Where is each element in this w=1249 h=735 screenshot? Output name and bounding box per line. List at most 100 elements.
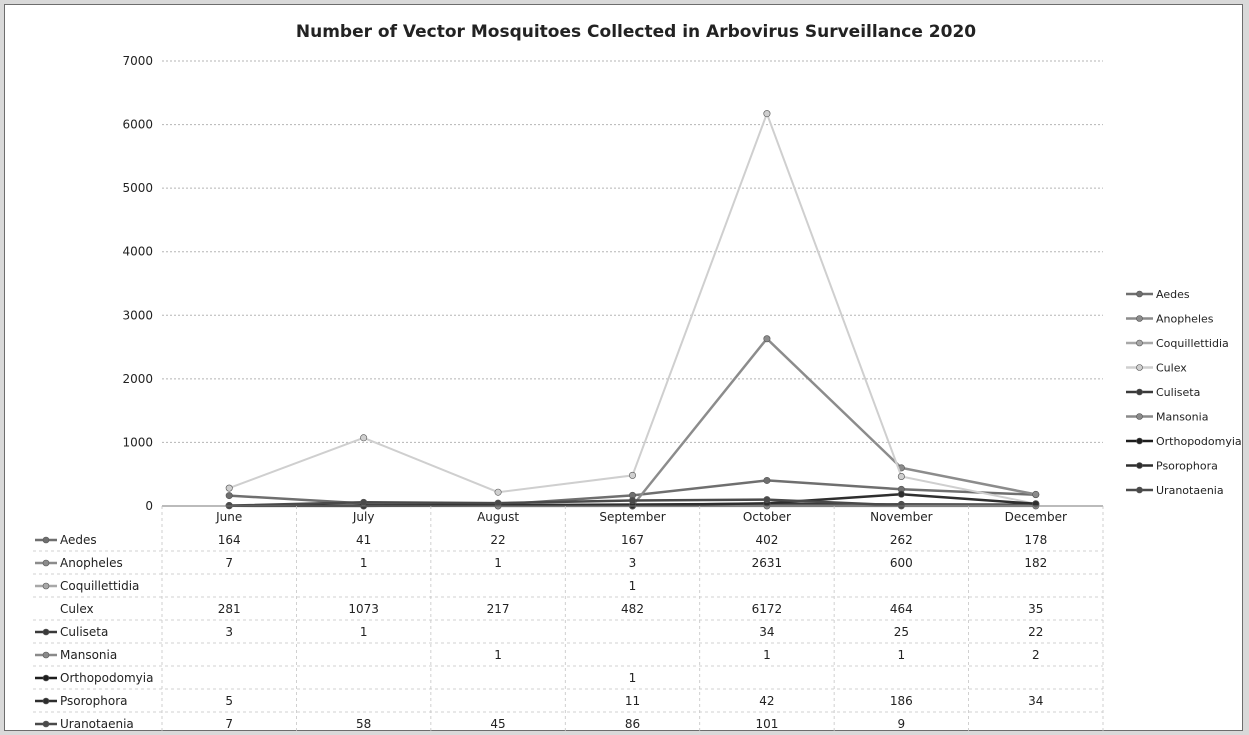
table-row-label: Coquillettidia — [60, 579, 139, 593]
table-cell: 217 — [487, 602, 510, 616]
y-tick-label: 6000 — [122, 118, 153, 132]
legend-label: Orthopodomyia — [1156, 435, 1242, 448]
y-axis: 0 1000 2000 3000 4000 5000 6000 7000 — [122, 54, 153, 513]
table-row-label: Orthopodomyia — [60, 671, 153, 685]
table-cell: 281 — [218, 602, 241, 616]
table-row-label: Anopheles — [60, 556, 123, 570]
x-axis: June July August September October November De… — [162, 505, 1103, 524]
table-cell: 7 — [225, 717, 233, 731]
x-tick-label: November — [870, 510, 932, 524]
table-cell: 58 — [356, 717, 371, 731]
legend: Aedes Anopheles Coquillettidia Culex Culiset… — [1126, 288, 1242, 497]
series-anopheles — [225, 335, 1040, 510]
table-cell: 186 — [890, 694, 913, 708]
table-cell: 42 — [759, 694, 774, 708]
mosquito-line-chart: Number of Vector Mosquitoes Collected in… — [33, 22, 1242, 732]
table-cell: 86 — [625, 717, 640, 731]
x-tick-label: September — [599, 510, 665, 524]
data-point — [763, 476, 771, 484]
data-point — [763, 335, 771, 343]
table-cell: 1 — [898, 648, 906, 662]
legend-key-marker — [1136, 437, 1143, 445]
table-cell: 1 — [360, 556, 368, 570]
series-culex — [225, 110, 1040, 508]
y-tick-label: 7000 — [122, 54, 153, 68]
table-row-label: Culiseta — [60, 625, 108, 639]
table-cell: 9 — [898, 717, 906, 731]
data-point — [628, 471, 636, 479]
table-cell: 402 — [755, 533, 778, 547]
table-cell: 1 — [629, 579, 637, 593]
legend-label: Anopheles — [1156, 313, 1214, 326]
chart-frame: Number of Vector Mosquitoes Collected in… — [4, 4, 1243, 732]
x-tick-label: July — [352, 510, 375, 524]
table-cell: 1073 — [348, 602, 379, 616]
table-cell: 164 — [218, 533, 241, 547]
x-tick-label: June — [215, 510, 242, 524]
table-cell: 1 — [494, 648, 502, 662]
legend-label: Culex — [1156, 362, 1187, 375]
legend-label: Uranotaenia — [1156, 484, 1224, 497]
table-cell: 45 — [490, 717, 505, 731]
legend-key-marker — [1136, 290, 1143, 298]
table-key-marker — [42, 720, 50, 728]
table-key-marker — [42, 536, 50, 544]
table-row-label: Culex — [60, 602, 94, 616]
table-cell: 182 — [1024, 556, 1047, 570]
legend-label: Aedes — [1156, 288, 1190, 301]
y-tick-label: 3000 — [122, 308, 153, 322]
table-cell: 6172 — [752, 602, 783, 616]
y-tick-label: 4000 — [122, 245, 153, 259]
table-cell: 22 — [490, 533, 505, 547]
table-row-label: Uranotaenia — [60, 717, 134, 731]
legend-label: Psorophora — [1156, 460, 1218, 473]
table-cell: 262 — [890, 533, 913, 547]
y-tick-label: 5000 — [122, 181, 153, 195]
data-point — [494, 488, 502, 496]
table-cell: 2 — [1032, 648, 1040, 662]
legend-key-marker — [1136, 388, 1143, 396]
table-cell: 35 — [1028, 602, 1043, 616]
table-cell: 482 — [621, 602, 644, 616]
data-point — [897, 501, 905, 509]
table-key-marker — [42, 628, 50, 636]
table-cell: 1 — [360, 625, 368, 639]
legend-label: Culiseta — [1156, 386, 1200, 399]
table-key-marker — [42, 674, 50, 682]
table-row-label: Mansonia — [60, 648, 117, 662]
table-cell: 2631 — [752, 556, 783, 570]
gridlines — [162, 60, 1103, 507]
table-cell: 101 — [755, 717, 778, 731]
table-cell: 600 — [890, 556, 913, 570]
series-line — [229, 336, 1037, 508]
y-tick-label: 0 — [145, 499, 153, 513]
table-cell: 7 — [225, 556, 233, 570]
legend-key-marker — [1136, 462, 1143, 469]
data-point — [494, 499, 502, 507]
data-point — [897, 473, 905, 481]
table-cell: 3 — [225, 625, 233, 639]
table-cell: 41 — [356, 533, 371, 547]
table-cell: 167 — [621, 533, 644, 547]
legend-key-marker — [1136, 413, 1143, 420]
data-point — [225, 484, 233, 492]
table-cell: 25 — [894, 625, 909, 639]
data-point — [360, 434, 368, 442]
table-cell: 34 — [1028, 694, 1043, 708]
table-key-marker — [42, 582, 50, 590]
table-row-label: Aedes — [60, 533, 97, 547]
x-tick-label: August — [477, 510, 519, 524]
data-point — [1032, 490, 1040, 498]
table-cell: 464 — [890, 602, 913, 616]
data-point — [225, 492, 233, 500]
data-point — [763, 110, 771, 118]
data-point — [628, 497, 636, 505]
legend-key-marker — [1136, 339, 1143, 347]
legend-label: Coquillettidia — [1156, 337, 1229, 350]
table-cell: 5 — [225, 694, 233, 708]
table-cell: 3 — [629, 556, 637, 570]
table-cell: 1 — [763, 648, 771, 662]
table-cell: 1 — [629, 671, 637, 685]
table-cell: 11 — [625, 694, 640, 708]
